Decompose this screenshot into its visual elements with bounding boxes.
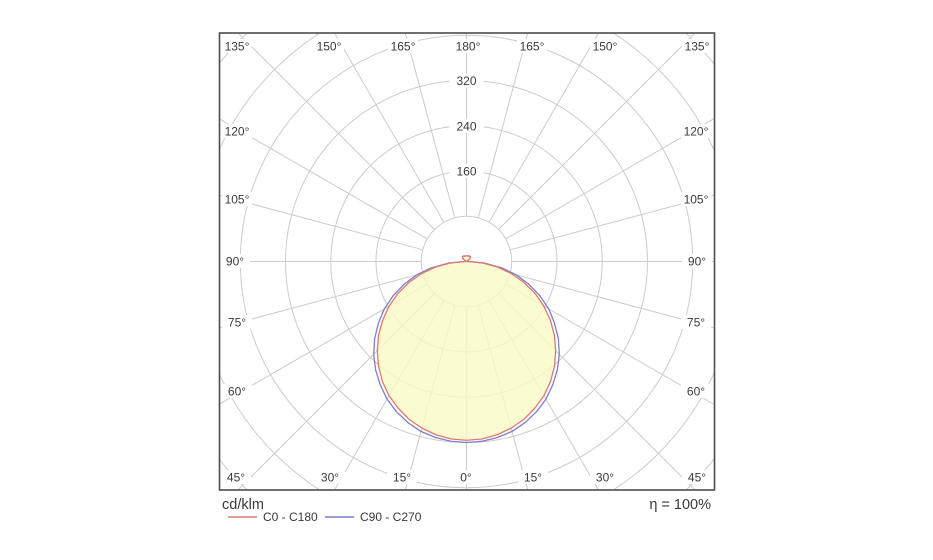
angle-tick-label: 45°: [227, 471, 245, 485]
angle-tick-label: 0°: [460, 471, 472, 485]
angle-tick-bg: [590, 470, 620, 484]
angle-tick-bg: [222, 124, 252, 138]
legend-label-c90-c270: C90 - C270: [360, 510, 422, 524]
angle-tick-bg: [315, 470, 345, 484]
angle-tick-label: 135°: [225, 40, 250, 54]
radial-tick-label: 160: [456, 165, 476, 179]
angle-tick-bg: [222, 384, 252, 398]
angle-tick-label: 60°: [687, 385, 705, 399]
grid-radial-line: [477, 33, 529, 218]
angle-tick-label: 180°: [456, 40, 481, 54]
grid-radial-line: [219, 283, 428, 405]
grid-radial-line: [505, 117, 715, 240]
angle-tick-bg: [682, 39, 712, 53]
grid-radial-line: [334, 33, 445, 223]
angle-tick-label: 105°: [225, 193, 250, 207]
angle-tick-bg: [682, 470, 712, 484]
angle-tick-bg: [451, 470, 481, 484]
angle-tick-label: 75°: [228, 316, 246, 330]
angle-tick-label: 150°: [593, 40, 618, 54]
angle-tick-bg: [681, 315, 711, 329]
angle-tick-bg: [387, 470, 417, 484]
angle-tick-label: 165°: [520, 40, 545, 54]
grid-radial-line: [488, 33, 599, 223]
grid-radial-line: [219, 118, 428, 240]
angle-tick-bg: [518, 470, 548, 484]
angle-tick-label: 30°: [596, 471, 614, 485]
angle-tick-label: 15°: [393, 471, 411, 485]
legend-label-c0-c180: C0 - C180: [263, 510, 318, 524]
angle-tick-label: 135°: [685, 40, 710, 54]
radial-tick-label: 240: [456, 119, 476, 133]
grid-radial-line: [510, 272, 715, 329]
angle-tick-bg: [388, 39, 418, 53]
angle-tick-labels: 135° 150° 165° 180° 165° 150° 135° 120° 120° 105°…: [220, 39, 712, 485]
efficiency-label: η = 100%: [649, 497, 711, 513]
grid-radial-line: [219, 272, 423, 329]
grid-radial-line: [219, 194, 423, 251]
angle-tick-label: 150°: [317, 40, 342, 54]
radial-tick-label: 320: [456, 74, 476, 88]
grid-radial-line: [404, 33, 456, 218]
radial-tick-bg: [449, 118, 484, 133]
angle-tick-bg: [517, 39, 547, 53]
radial-tick-labels: 160 240 320: [449, 73, 484, 179]
plot-border: [218, 32, 716, 491]
grid-radial-line: [510, 194, 715, 251]
angle-tick-bg: [682, 254, 712, 268]
radial-tick-bg: [449, 73, 484, 88]
angle-tick-label: 120°: [684, 125, 709, 139]
angle-tick-bg: [314, 39, 344, 53]
angle-tick-label: 45°: [688, 471, 706, 485]
angle-tick-label: 15°: [524, 471, 542, 485]
angle-tick-bg: [453, 39, 483, 53]
angle-tick-bg: [590, 39, 620, 53]
distribution-curves: [373, 255, 560, 444]
distribution-fill: [377, 255, 556, 441]
angle-tick-bg: [681, 384, 711, 398]
angle-tick-label: 120°: [225, 125, 250, 139]
angle-tick-label: 165°: [391, 40, 416, 54]
angle-tick-label: 90°: [226, 255, 244, 269]
angle-tick-label: 30°: [321, 471, 339, 485]
unit-label: cd/klm: [222, 497, 264, 513]
angle-tick-bg: [221, 470, 251, 484]
angle-tick-bg: [222, 192, 252, 206]
radial-tick-bg: [449, 164, 484, 179]
angle-tick-bg: [681, 192, 711, 206]
angle-tick-label: 60°: [228, 385, 246, 399]
angle-tick-bg: [220, 254, 250, 268]
angle-tick-bg: [222, 39, 252, 53]
legend: C0 - C180 C90 - C270: [228, 510, 422, 524]
angle-tick-bg: [681, 124, 711, 138]
curve-c0-c180: [376, 255, 557, 441]
angle-tick-label: 90°: [688, 255, 706, 269]
angle-tick-bg: [222, 315, 252, 329]
grid-radial-line: [505, 283, 715, 406]
angle-tick-label: 105°: [684, 193, 709, 207]
angle-tick-label: 75°: [687, 316, 705, 330]
